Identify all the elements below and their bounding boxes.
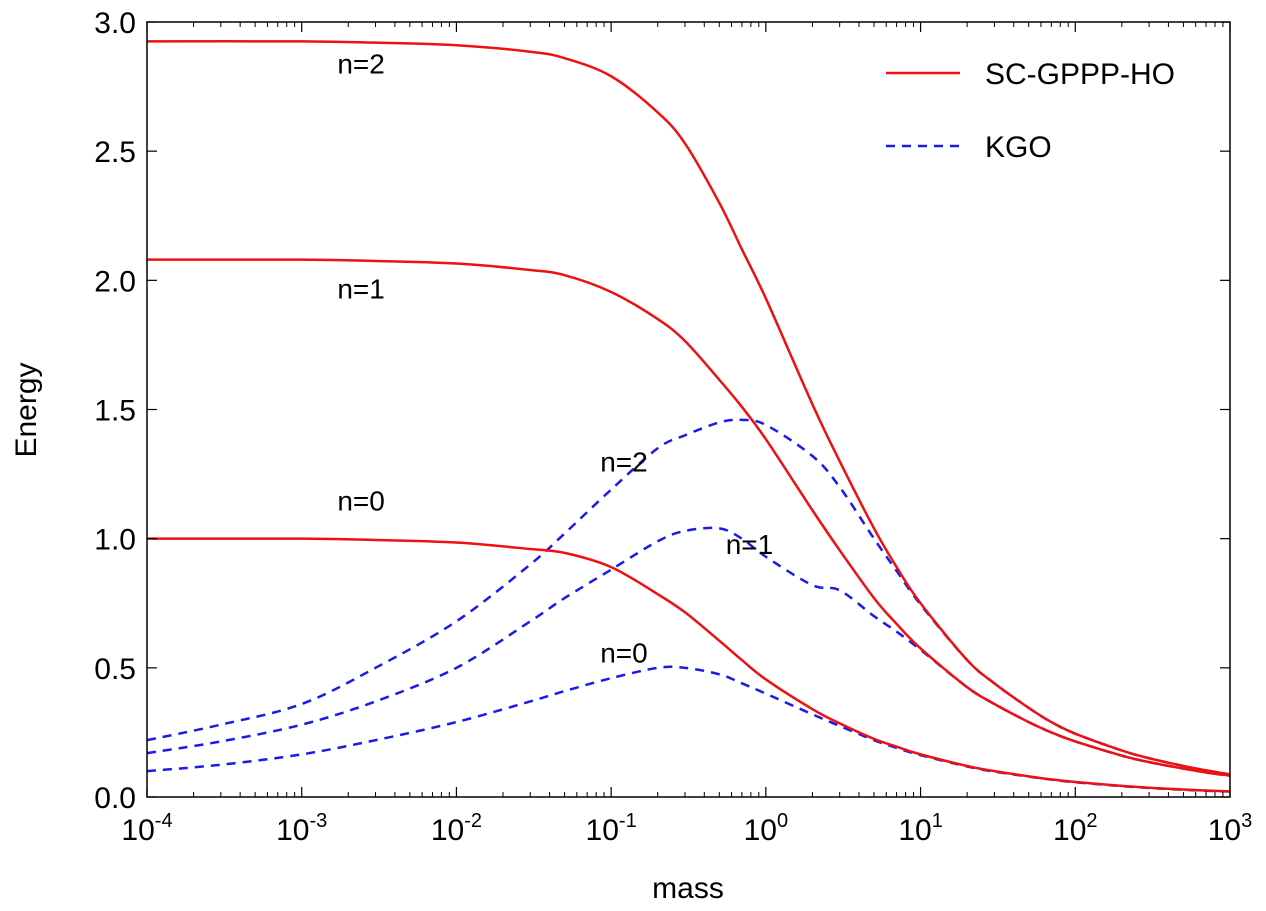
x-tick-label: 101: [898, 810, 943, 847]
x-tick-label: 10-1: [586, 810, 637, 847]
x-tick-label: 102: [1053, 810, 1098, 847]
y-tick-label: 2.0: [94, 265, 136, 298]
y-tick-label: 1.0: [94, 524, 136, 557]
x-tick-label: 10-3: [276, 810, 327, 847]
legend-label: SC-GPPP-HO: [985, 58, 1175, 91]
y-axis-title: Energy: [10, 362, 43, 457]
y-tick-label: 0.0: [94, 782, 136, 815]
plot-frame: [146, 21, 1231, 798]
legend-label: KGO: [985, 131, 1052, 164]
curve-label: n=2: [600, 447, 648, 478]
curve-label: n=1: [726, 529, 774, 560]
curve-label: n=1: [337, 273, 385, 304]
x-axis-title: mass: [652, 872, 724, 905]
curve-label: n=0: [600, 638, 648, 669]
series-line-sc-gppp-ho-n0: [147, 537, 1230, 793]
curve-label: n=0: [337, 485, 385, 516]
series-line-sc-gppp-ho-n1: [147, 258, 1230, 777]
y-tick-label: 3.0: [94, 7, 136, 40]
y-tick-label: 2.5: [94, 136, 136, 169]
y-tick-label: 1.5: [94, 395, 136, 428]
x-tick-label: 103: [1208, 810, 1253, 847]
legend: SC-GPPP-HO KGO: [886, 58, 1175, 164]
curve-label: n=2: [337, 49, 385, 80]
x-tick-label: 10-2: [431, 810, 482, 847]
series-line-kgo-n2: [147, 418, 1230, 776]
y-tick-label: 0.5: [94, 653, 136, 686]
x-tick-label: 10-4: [121, 810, 172, 847]
x-tick-label: 100: [744, 810, 789, 847]
series-line-kgo-n0: [147, 665, 1230, 793]
series-line-sc-gppp-ho-n2: [147, 40, 1230, 776]
